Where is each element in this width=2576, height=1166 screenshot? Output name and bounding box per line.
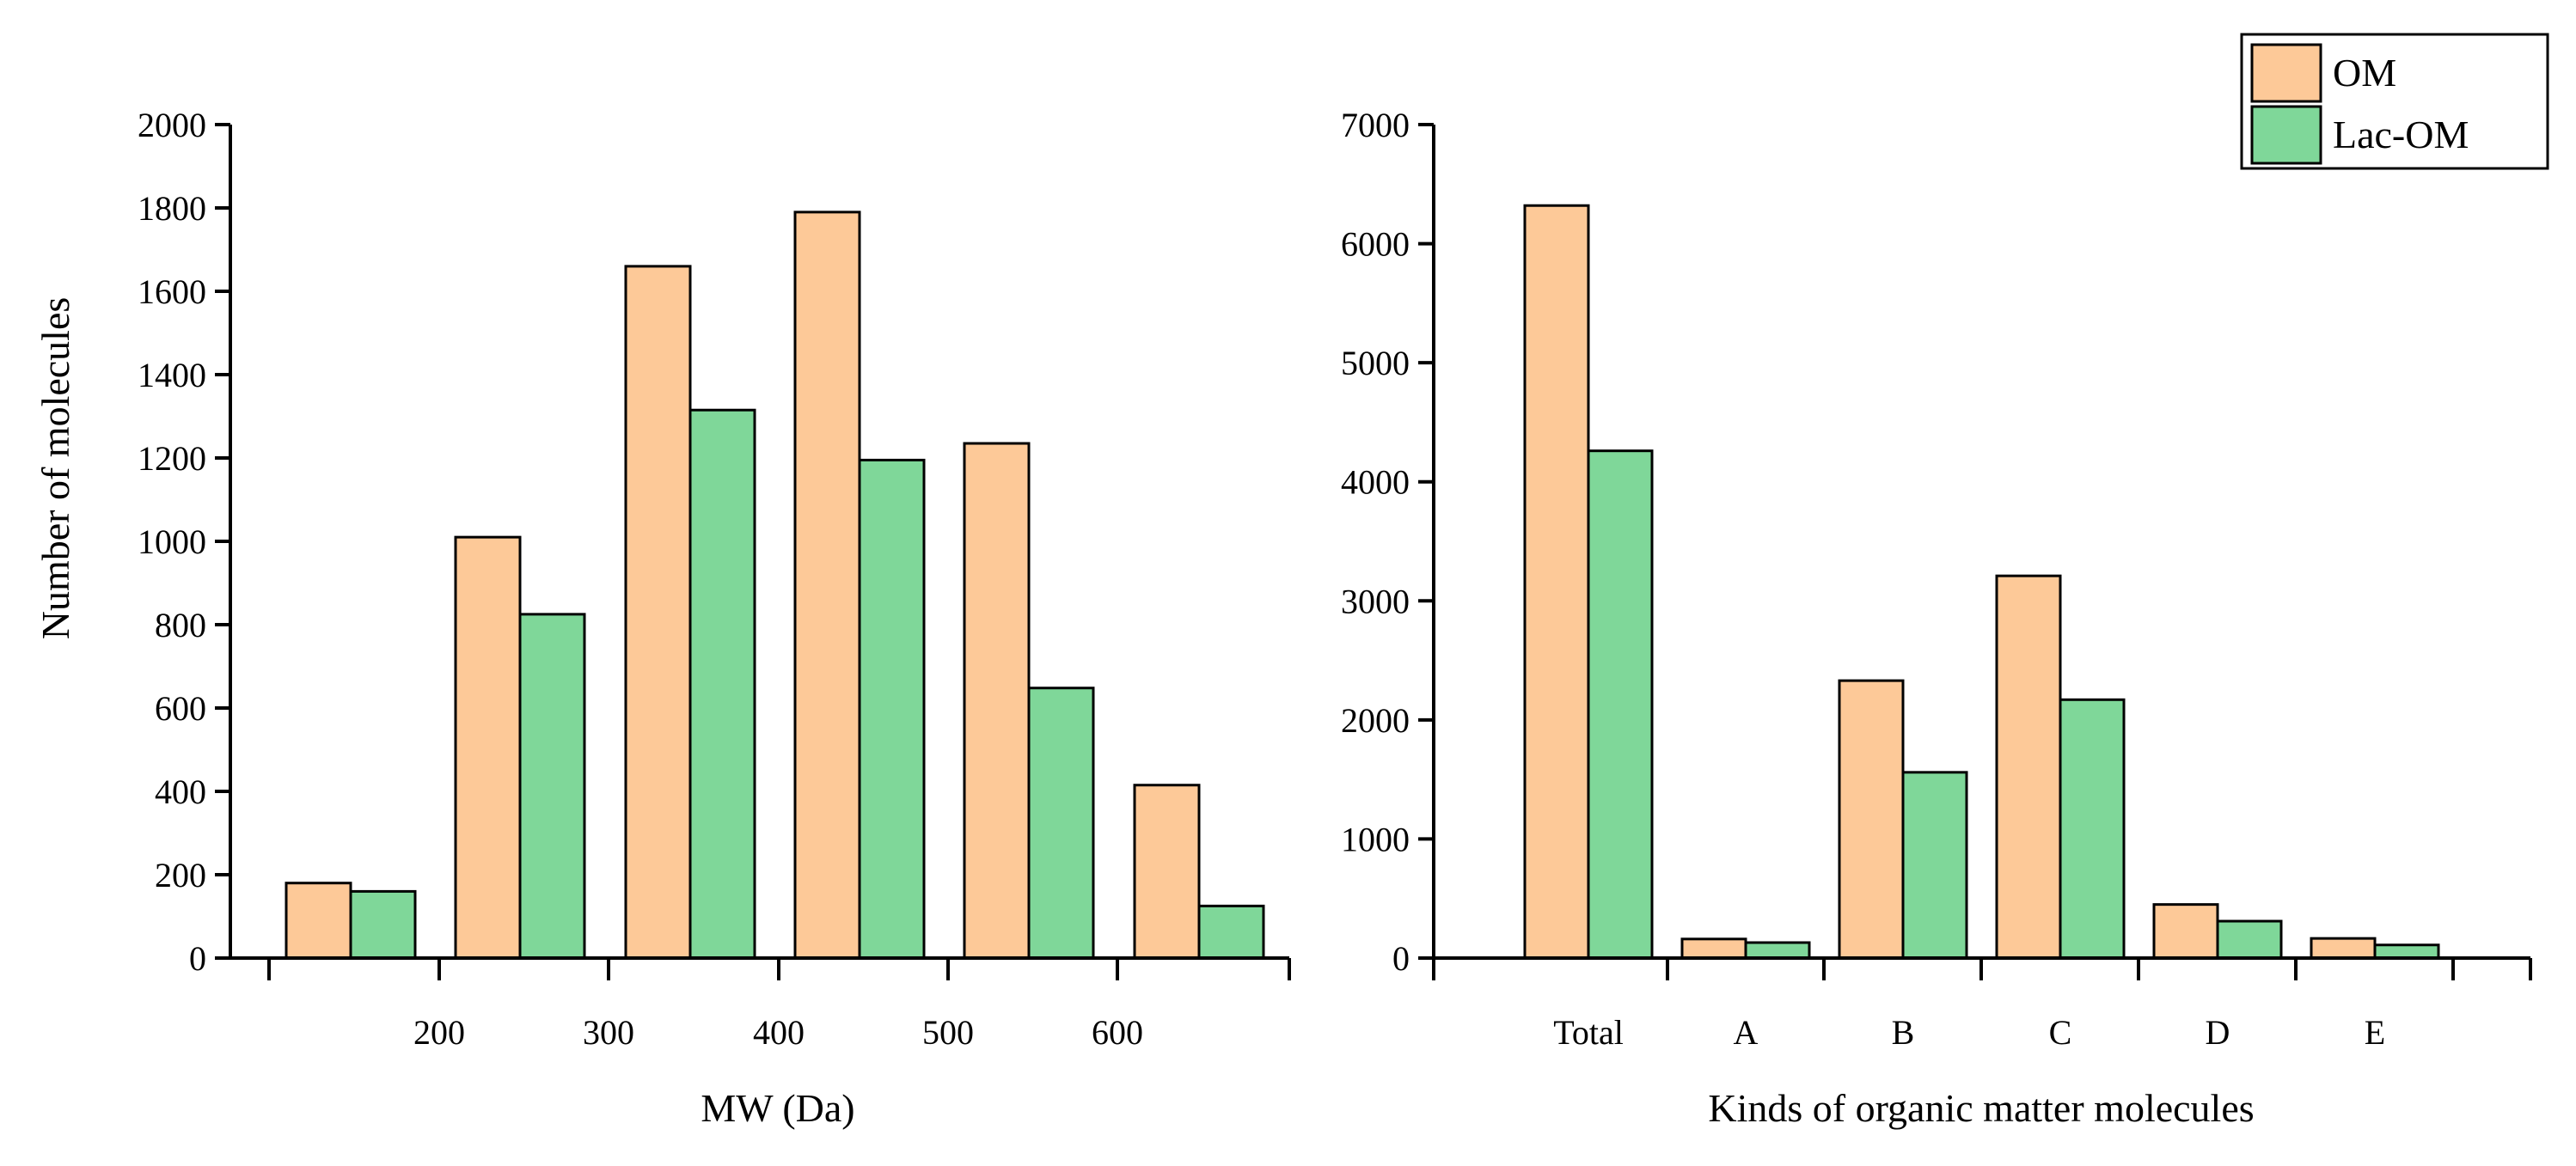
left-y-tick-label: 1200 [138,439,206,478]
left-bar-om-2 [454,535,522,960]
right-y-tick-label: 5000 [1341,344,1410,382]
left-y-tick-label: 200 [155,856,206,894]
right-bar-lac-om-a [1744,941,1811,960]
legend-label-om: OM [2333,51,2396,95]
left-x-tick-label: 500 [922,1013,974,1052]
left-y-tick-label: 400 [155,772,206,811]
right-bar-om-c [1995,574,2062,960]
legend: OM Lac-OM [2240,33,2549,170]
left-y-tick-label: 600 [155,689,206,728]
left-bar-lac-om-5 [1027,687,1095,960]
right-bars [1523,204,2440,960]
left-x-axis-title: MW (Da) [701,1086,854,1130]
right-y-tick-label: 3000 [1341,582,1410,620]
right-x-tick-label: B [1892,1013,1915,1052]
legend-swatch-om [2250,43,2322,103]
right-bar-lac-om-total [1587,449,1654,960]
left-bar-lac-om-6 [1197,904,1265,960]
left-x-tick-label: 400 [753,1013,805,1052]
right-bar-om-e [2310,937,2377,960]
right-x-tick-label: E [2365,1013,2385,1052]
left-y-tick-label: 1000 [138,522,206,561]
right-x-tick-label: D [2206,1013,2230,1052]
left-y-tick-label: 1400 [138,356,206,394]
left-axes: 0 200 400 600 800 1000 1200 1400 1600 1800 2000 200… [138,106,1291,1052]
left-bar-om-5 [963,442,1031,960]
right-y-tick-label: 4000 [1341,463,1410,502]
legend-label-lac-om: Lac-OM [2333,113,2469,156]
right-bar-lac-om-b [1901,771,1968,960]
right-bar-om-a [1680,937,1747,960]
legend-swatch-lac-om [2250,105,2322,165]
left-bars [285,211,1265,960]
right-y-tick-label: 7000 [1341,106,1410,144]
right-x-axis-title: Kinds of organic matter molecules [1708,1086,2254,1130]
right-x-tick-label: A [1734,1013,1759,1052]
left-x-tick-label: 300 [583,1013,634,1052]
left-bar-om-3 [624,265,692,960]
left-y-tick-label: 1600 [138,272,206,311]
left-y-tick-label: 2000 [138,106,206,144]
right-y-tick-label: 0 [1392,939,1410,978]
right-bar-lac-om-d [2216,919,2283,960]
left-bar-lac-om-3 [688,408,756,960]
right-bar-om-d [2152,903,2219,960]
left-bar-om-4 [793,211,861,960]
right-bar-lac-om-e [2373,943,2440,960]
right-y-tick-label: 2000 [1341,701,1410,740]
left-y-tick-label: 800 [155,606,206,644]
right-x-tick-label: C [2049,1013,2072,1052]
right-bar-om-total [1523,204,1590,960]
left-y-tick-label: 1800 [138,189,206,228]
left-y-axis-title: Number of molecules [34,297,77,640]
right-axes: 0 1000 2000 3000 4000 5000 6000 7000 Total A B C D E [1341,106,2532,1052]
left-x-tick-label: 200 [413,1013,465,1052]
right-bar-lac-om-c [2059,698,2126,960]
right-y-tick-label: 6000 [1341,225,1410,264]
left-y-tick-label: 0 [189,939,206,978]
left-bar-lac-om-1 [349,889,417,960]
left-bar-lac-om-2 [518,613,586,960]
right-x-tick-label: Total [1553,1013,1624,1052]
right-y-tick-label: 1000 [1341,820,1410,858]
left-bar-om-1 [285,882,352,960]
left-chart-mw: 0 200 400 600 800 1000 1200 1400 1600 1800 2000 200… [34,106,1291,1130]
left-bar-om-6 [1133,784,1201,960]
right-bar-om-b [1838,679,1905,960]
left-x-tick-label: 600 [1092,1013,1143,1052]
left-bar-lac-om-4 [858,458,926,960]
